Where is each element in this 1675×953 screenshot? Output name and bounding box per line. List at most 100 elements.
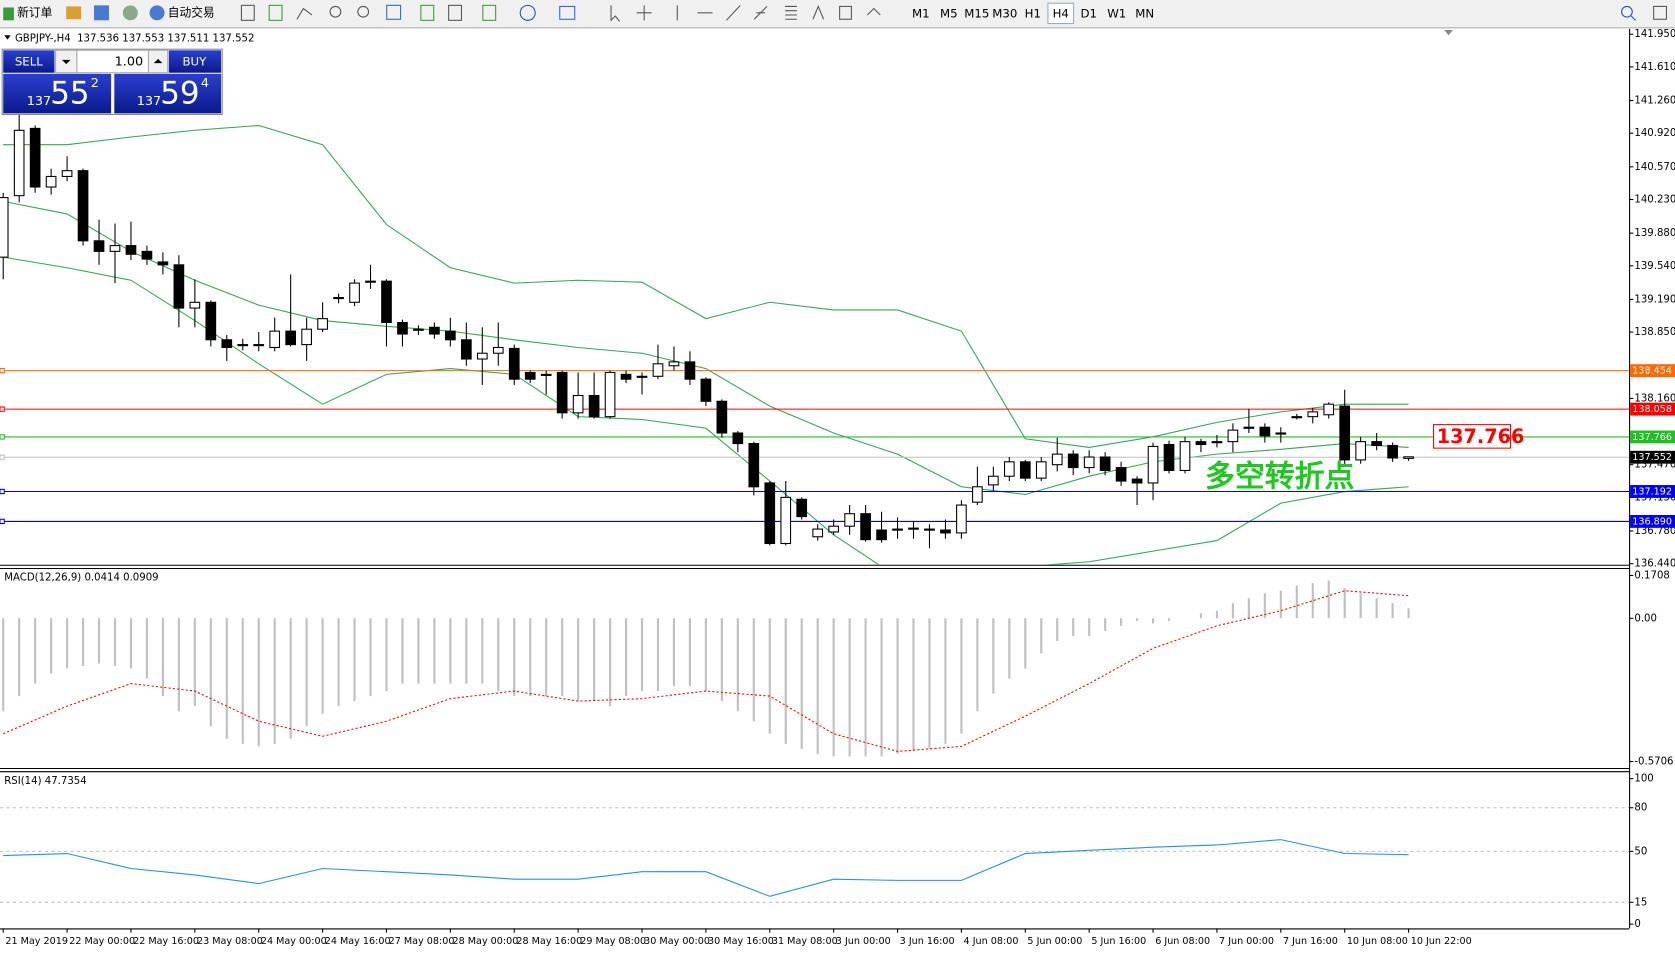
timeframe-button[interactable]: MN [1135,6,1154,20]
candle-body [476,352,488,360]
price-level-label: 137.766 [1632,432,1672,443]
x-tick-label: 30 May 16:00 [708,936,774,947]
price-level-label: 137.552 [1632,452,1672,463]
toolbar-icon[interactable] [636,5,652,21]
y-tick-label: 138.160 [1634,393,1675,404]
candle-body [572,394,584,414]
timeframe-button[interactable]: M1 [912,6,930,20]
toolbar-icon[interactable] [448,4,463,21]
toolbar-icon[interactable] [386,4,402,20]
auto-trading-button[interactable]: 自动交易 [168,5,215,19]
toolbar-icon[interactable] [329,5,342,18]
buy-price-sup[interactable]: 4 [201,76,209,91]
candle-body [492,346,504,354]
candle-body [1227,429,1239,443]
price-level-handle[interactable] [0,454,5,460]
timeframe-button[interactable]: H4 [1053,6,1069,20]
price-level-handle[interactable] [0,406,5,412]
candle-body [237,344,249,347]
toolbar-icon[interactable] [94,5,109,21]
y-tick-label: 141.260 [1634,96,1675,107]
toolbar-icon[interactable] [519,4,536,21]
symbol-header: GBPJPY-,H4 137.536 137.553 137.511 137.5… [15,34,254,45]
y-tick-label: 0.1708 [1634,570,1669,581]
timeframe-button[interactable]: M5 [940,6,958,20]
buy-price-big[interactable]: 137 [137,94,161,109]
timeframe-button[interactable]: M15 [964,6,989,20]
toolbar-icon[interactable] [867,7,881,16]
price-level-handle[interactable] [0,367,5,374]
y-tick-label: 137.470 [1634,460,1675,471]
y-tick-label: 80 [1634,803,1647,814]
x-tick-label: 6 Jun 08:00 [1155,936,1210,947]
sell-price-main[interactable]: 55 [50,76,89,112]
toolbar-icon[interactable] [240,4,255,21]
toolbar-icon[interactable] [812,5,825,20]
volume-down-arrow[interactable] [61,59,71,65]
toolbar-icon[interactable] [357,5,370,18]
timeframe-active[interactable] [1047,2,1075,25]
candle-body [381,280,392,324]
toolbar-icon[interactable] [839,5,852,20]
toolbar-icon[interactable] [559,5,576,20]
pane-borders [0,28,1631,930]
toolbar-icon[interactable] [482,4,497,21]
buy-price-box[interactable] [114,73,222,114]
toolbar-icon[interactable] [296,7,313,20]
sell-button[interactable] [3,50,55,73]
toolbar-icon[interactable] [268,4,283,21]
candle-body [413,328,424,331]
candle-body [828,525,839,533]
x-tick-label: 7 Jun 16:00 [1283,936,1338,947]
timeframe-button[interactable]: D1 [1080,6,1097,20]
toolbar-icon[interactable] [122,5,138,21]
toolbar-icon[interactable] [753,6,768,20]
candle-body [301,328,312,346]
buy-price-main[interactable]: 59 [160,76,199,112]
candle-body [333,296,344,300]
buy-button[interactable] [168,50,222,73]
price-level-label-bg [1630,430,1675,444]
macd-header: MACD(12,26,9) 0.0414 0.0909 [4,573,158,584]
price-level-handle[interactable] [0,488,5,495]
candle-body [317,318,328,330]
y-tick-label: 15 [1634,897,1647,908]
x-tick-label: 21 May 2019 [5,936,68,947]
volume-value[interactable]: 1.00 [115,55,144,70]
new-order-icon[interactable] [3,7,14,21]
new-order-button[interactable]: 新订单 [17,5,52,19]
sell-label[interactable]: SELL [15,55,43,69]
candle-body [604,371,616,418]
buy-label[interactable]: BUY [183,55,208,69]
symbol-menu-marker[interactable] [4,35,11,40]
sell-price-sup[interactable]: 2 [91,76,99,91]
timeframe-button[interactable]: H1 [1025,6,1041,20]
candle-body [540,373,552,376]
candle-body [93,240,105,252]
toolbar-icon[interactable] [1653,5,1667,20]
toolbar-icon[interactable] [785,5,797,20]
timeframe-button[interactable]: M30 [992,6,1017,20]
search-icon[interactable] [1630,15,1636,21]
toolbar-icon[interactable] [726,4,741,21]
x-tick-label: 10 Jun 22:00 [1411,936,1472,947]
candle-body [1307,411,1319,418]
price-level-handle[interactable] [0,518,5,525]
timeframe-button[interactable]: W1 [1107,6,1126,20]
y-tick-label: 138.850 [1634,327,1675,338]
candle-body [796,498,808,518]
volume-up-arrow[interactable] [153,58,163,64]
toolbar-icon[interactable] [420,4,435,21]
toolbar-icon[interactable] [66,6,82,20]
axes: 141.950 141.610 141.260 140.920 140.570 140.2… [0,29,1675,947]
y-tick-label: 140.570 [1634,162,1675,173]
x-tick-label: 24 May 00:00 [261,936,327,947]
sell-price-box[interactable] [3,73,112,114]
candle-body [1275,432,1287,435]
search-icon[interactable] [1621,5,1633,18]
price-level-handle[interactable] [0,434,5,440]
toolbar-icon[interactable] [610,5,620,22]
auto-trading-icon[interactable] [149,5,165,21]
sell-price-big[interactable]: 137 [27,94,51,109]
